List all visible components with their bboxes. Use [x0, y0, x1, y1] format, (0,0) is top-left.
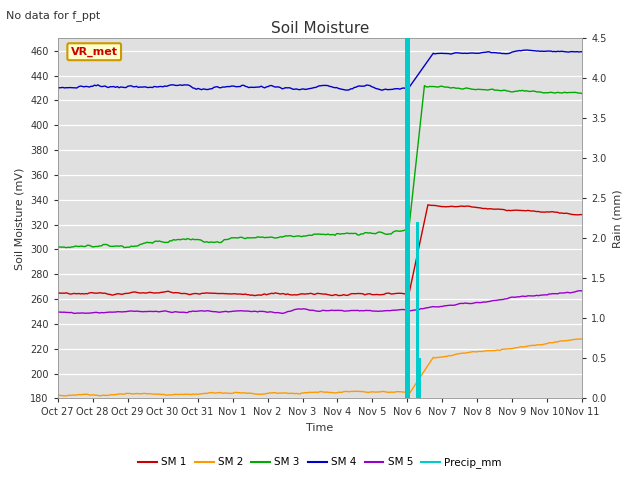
Title: Soil Moisture: Soil Moisture [271, 21, 369, 36]
Y-axis label: Soil Moisture (mV): Soil Moisture (mV) [14, 167, 24, 270]
Legend: SM 1, SM 2, SM 3, SM 4, SM 5, Precip_mm: SM 1, SM 2, SM 3, SM 4, SM 5, Precip_mm [134, 453, 506, 472]
Bar [416, 222, 419, 398]
Bar [407, 38, 410, 398]
Y-axis label: Rain (mm): Rain (mm) [612, 189, 623, 248]
Text: No data for f_ppt: No data for f_ppt [6, 10, 100, 21]
X-axis label: Time: Time [307, 423, 333, 433]
Bar [406, 38, 408, 398]
Bar [418, 359, 420, 398]
Text: VR_met: VR_met [70, 47, 118, 57]
